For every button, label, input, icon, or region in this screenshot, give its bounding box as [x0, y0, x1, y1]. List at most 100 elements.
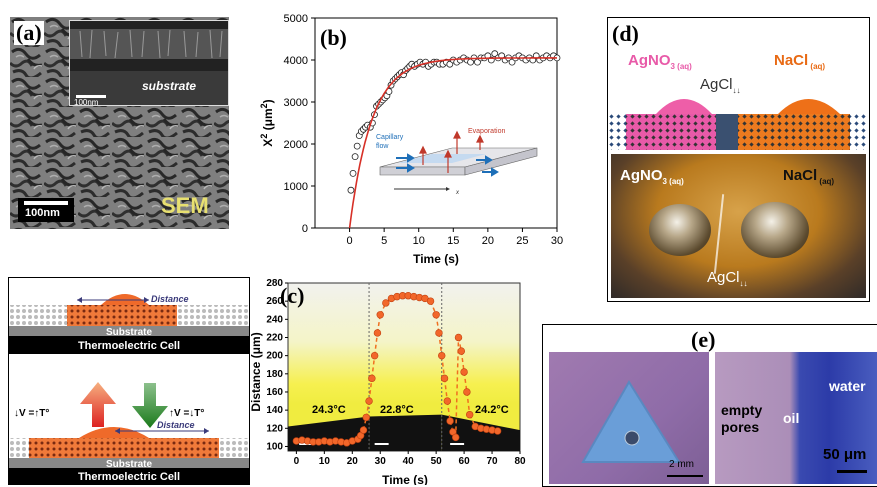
inset-capillary-label: Capillary	[376, 134, 404, 141]
inset-substrate-label: substrate	[142, 79, 197, 93]
panel-c-label: (c)	[280, 283, 304, 308]
panel-e-label: (e)	[691, 327, 716, 352]
data-point	[368, 374, 376, 383]
evaporation-arrow	[444, 149, 452, 158]
panel-e: (e) 2 mm empty pores oil water 50 μm	[542, 324, 877, 487]
x-tick-label: 30	[375, 456, 387, 467]
photo-triangle: 2 mm	[549, 352, 709, 484]
x-tick-label: 10	[319, 456, 331, 467]
x-tick-label: 50	[431, 456, 443, 467]
heat-arrow-up	[80, 382, 116, 427]
y-tick-label: 240	[266, 314, 283, 325]
y-tick-label: 200	[266, 351, 283, 362]
precipitation-diagram	[608, 99, 867, 150]
scale-bar-label: 100nm	[25, 207, 60, 219]
y-tick-label: 100	[266, 441, 283, 452]
data-point	[465, 410, 474, 419]
data-point	[353, 142, 361, 150]
data-point	[438, 351, 446, 360]
data-point	[452, 433, 460, 442]
distance-label-top: Distance	[151, 294, 189, 304]
panel-d-label: (d)	[612, 21, 639, 46]
trend-segment	[371, 355, 376, 379]
x-tick-label: 60	[459, 456, 471, 467]
photo-nacl-label: NaCl (aq)	[783, 167, 835, 186]
scale-bar: 100nm	[18, 198, 74, 222]
panel-c-chart: 0 10 20 30 40 50 60 70 80 100 120 140 160 180 200 220 24…	[250, 278, 526, 485]
inset-x-label: x	[455, 190, 460, 196]
data-point	[370, 351, 379, 360]
x-axis-label: Time (s)	[413, 252, 459, 266]
inset-cross-section	[70, 21, 228, 105]
droplet	[624, 430, 640, 446]
photo-agcl-line	[713, 194, 725, 274]
data-point	[365, 397, 373, 405]
scale-bar	[374, 443, 389, 445]
y-tick-label: 140	[266, 405, 283, 416]
y-tick-label: 160	[266, 387, 283, 398]
inset-evaporation-label: Evaporation	[468, 128, 505, 135]
data-point	[446, 417, 454, 425]
droplet-photo: AgNO3 (aq) NaCl (aq) AgCl↓↓	[611, 154, 866, 298]
sem-inset: substrate 100nm	[69, 20, 229, 107]
data-point	[493, 427, 502, 435]
droplet-bottom	[79, 427, 149, 438]
evaporation-arrow	[419, 145, 427, 154]
flow-arrow	[491, 167, 499, 177]
x-tick-label: 0	[347, 235, 353, 247]
data-point	[440, 374, 449, 383]
agcl-label: AgCl↓↓	[700, 76, 741, 95]
nacl-label: NaCl (aq)	[774, 52, 826, 71]
data-point	[460, 368, 468, 376]
data-point	[362, 413, 370, 422]
scale-right-label: 50 μm	[823, 446, 867, 463]
equation-left: ↓V =↑T°	[14, 408, 49, 419]
y-tick-label: 2000	[284, 139, 308, 151]
substrate-label-top: Substrate	[106, 327, 153, 338]
trend-segment	[373, 332, 379, 356]
data-point	[457, 347, 466, 355]
temp-label-3: 24.2°C	[475, 404, 509, 416]
y-axis-label: X2 (μm2)	[259, 99, 275, 146]
y-tick-label: 4000	[284, 55, 308, 67]
thermoelectric-diagram: Distance Substrate Thermoelectric Cell ↓…	[9, 294, 249, 484]
trend-segment	[443, 378, 449, 402]
empty-pores-label: empty pores	[721, 402, 763, 435]
panel-a-sem-image: substrate 100nm (a) 100nm SEM	[10, 17, 229, 229]
nacl-droplet	[778, 99, 840, 114]
trend-segment	[440, 355, 446, 379]
x-tick-label: 0	[294, 456, 300, 467]
equation-right: ↑V =↓T°	[169, 408, 204, 419]
scale-bar-right	[837, 470, 867, 473]
flow-arrow	[485, 155, 493, 165]
y-tick-label: 220	[266, 332, 283, 343]
data-point	[443, 397, 452, 405]
data-point	[349, 169, 357, 177]
data-point	[382, 299, 390, 307]
panel-b-chart: 0 5 10 15 20 25 30 0 1000 2000 3000 4000 5000 x Capi…	[259, 13, 563, 266]
trend-segment	[466, 391, 471, 415]
thermoelectric-panel: Distance Substrate Thermoelectric Cell ↓…	[8, 277, 250, 485]
y-tick-label: 120	[266, 423, 283, 434]
data-point	[435, 329, 443, 337]
x-tick-label: 70	[486, 456, 498, 467]
data-point	[351, 153, 359, 161]
evaporation-arrow	[476, 134, 484, 143]
y-tick-label: 260	[266, 296, 283, 307]
evaporation-inset: x Capillary flow Evaporation	[376, 128, 538, 196]
panel-d: (d) AgNO3 (aq) NaCl (aq) AgCl↓↓ AgNO3 (a…	[607, 17, 870, 302]
substrate-shadow	[441, 414, 520, 451]
data-point	[347, 186, 355, 194]
photo-pores: empty pores oil water 50 μm	[715, 352, 877, 484]
y-tick-label: 5000	[284, 13, 308, 25]
x-tick-label: 20	[347, 456, 359, 467]
trend-segment	[454, 337, 460, 438]
photo-agno3-label: AgNO3 (aq)	[620, 167, 684, 186]
data-point	[426, 297, 435, 305]
panel-b-label: (b)	[320, 25, 347, 50]
cell-label-top: Thermoelectric Cell	[78, 340, 180, 352]
y-tick-label: 1000	[284, 181, 308, 193]
photo-droplet-left	[649, 204, 711, 256]
photo-agcl-label: AgCl↓↓	[707, 269, 748, 288]
y-tick-label: 280	[266, 278, 283, 289]
